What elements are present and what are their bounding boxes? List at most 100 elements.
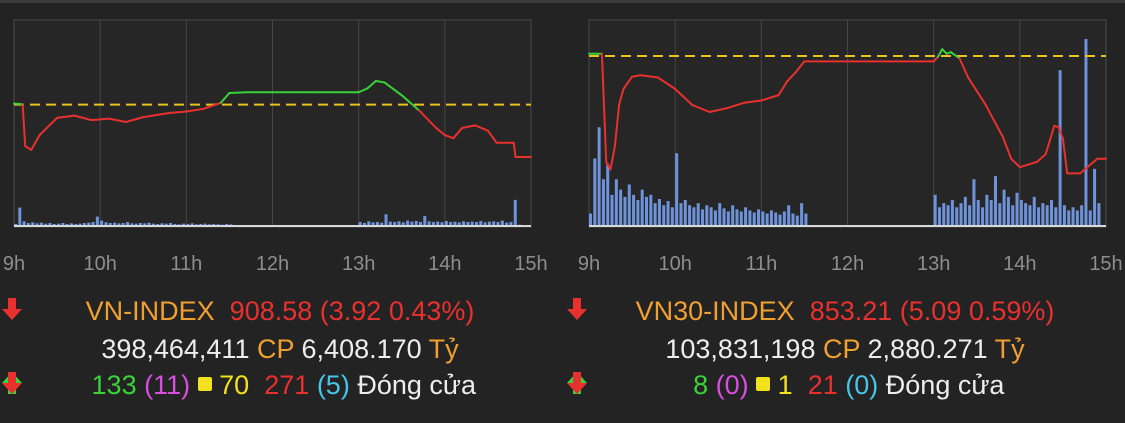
volume-bar bbox=[1062, 205, 1066, 226]
x-tick-label: 10h bbox=[83, 253, 116, 275]
price-line-segment bbox=[1079, 157, 1099, 175]
volume-bar bbox=[199, 223, 203, 226]
volume-bar bbox=[998, 203, 1002, 226]
volume-bar bbox=[423, 215, 427, 226]
price-line-segment bbox=[1010, 157, 1021, 169]
price-line-segment bbox=[38, 116, 59, 136]
volume-bar bbox=[593, 158, 597, 226]
x-tick-label: 14h bbox=[428, 253, 461, 275]
volume-bar bbox=[108, 222, 112, 226]
volume-bar bbox=[955, 207, 959, 226]
volume-bar bbox=[787, 205, 791, 226]
volume-bar bbox=[509, 221, 513, 226]
price-line-segment bbox=[618, 88, 625, 106]
volume-bar bbox=[156, 223, 160, 226]
price-line-segment bbox=[941, 48, 948, 55]
volume-bar bbox=[397, 221, 401, 226]
price-line-segment bbox=[202, 101, 222, 110]
volume-bar bbox=[26, 222, 30, 226]
volume-bar bbox=[946, 205, 950, 226]
price-line-segment bbox=[1061, 137, 1069, 175]
price-line-segment bbox=[366, 79, 377, 90]
volume-bar bbox=[1067, 210, 1071, 226]
volume-bar bbox=[513, 199, 517, 226]
volume-bar bbox=[457, 222, 461, 226]
volume-bar bbox=[358, 221, 362, 226]
volume-bar bbox=[782, 211, 786, 226]
price-line-segment bbox=[443, 134, 455, 140]
unchanged-square-icon bbox=[756, 377, 771, 391]
volume-bar bbox=[410, 221, 414, 226]
x-tick-label: 15h bbox=[1089, 253, 1122, 275]
volume-bar bbox=[401, 222, 405, 226]
volume-bar bbox=[976, 200, 980, 226]
volume-bar bbox=[143, 223, 147, 226]
volume-bar bbox=[225, 223, 229, 226]
volume-bar bbox=[212, 223, 216, 226]
volume-bar bbox=[778, 214, 782, 226]
volume-bar bbox=[1015, 192, 1019, 226]
volume-bar bbox=[190, 223, 194, 226]
trade-value: 2,880.271 bbox=[867, 334, 988, 364]
volume-bar bbox=[968, 205, 972, 226]
x-tick-label: 13h bbox=[342, 253, 375, 275]
x-tick-label: 14h bbox=[1003, 253, 1036, 275]
volume-bar bbox=[701, 209, 705, 226]
price-line-segment bbox=[383, 81, 403, 97]
volume-bar bbox=[1028, 205, 1032, 226]
volume-bar bbox=[1088, 210, 1092, 226]
volume-bar bbox=[104, 222, 108, 226]
volume-bar bbox=[718, 203, 722, 226]
volume-bar bbox=[375, 221, 379, 226]
volume-bar bbox=[645, 196, 649, 226]
volume-unit: CP bbox=[256, 334, 295, 364]
volume-bar bbox=[449, 221, 453, 226]
volume-bar bbox=[731, 205, 735, 226]
volume-bar bbox=[151, 223, 155, 226]
volume-bar bbox=[985, 194, 989, 226]
volume-bar bbox=[44, 223, 48, 226]
volume-bar bbox=[589, 213, 592, 226]
volume-bar bbox=[1024, 203, 1028, 226]
volume-bar bbox=[963, 196, 967, 226]
price-line-segment bbox=[168, 110, 188, 114]
floor-count: (5) bbox=[316, 370, 350, 400]
volume-bar bbox=[601, 179, 605, 226]
volume-bar bbox=[95, 216, 99, 226]
volume-bar bbox=[203, 223, 207, 226]
volume-bar bbox=[466, 221, 470, 226]
price-line-segment bbox=[1018, 160, 1039, 169]
price-line-segment bbox=[794, 60, 806, 74]
vn-index-chart: 9h 10h 11h 12h 13h 14h 15h bbox=[3, 19, 548, 275]
volume-value-line: 398,464,411 CP 6,408.170 Tỷ bbox=[0, 334, 560, 365]
volume-bar bbox=[795, 215, 799, 226]
x-tick-label: 10h bbox=[658, 253, 691, 275]
volume-bar bbox=[688, 205, 692, 226]
advancers-count: 8 bbox=[693, 370, 709, 400]
volume-bar bbox=[70, 223, 74, 226]
price-line-segment bbox=[609, 145, 616, 171]
price-line-segment bbox=[1057, 126, 1064, 140]
volume-bar bbox=[1041, 203, 1045, 226]
x-tick-label: 11h bbox=[170, 253, 202, 275]
price-line-segment bbox=[473, 124, 489, 132]
volume-bar bbox=[774, 212, 778, 226]
volume-bar bbox=[713, 210, 717, 226]
volume-bar bbox=[362, 222, 366, 226]
x-tick-label: 9h bbox=[578, 253, 600, 275]
volume-bar bbox=[623, 196, 627, 226]
volume-bar bbox=[1093, 168, 1097, 226]
volume-bar bbox=[950, 200, 954, 226]
volume-bar bbox=[14, 223, 17, 226]
price-line-segment bbox=[936, 48, 944, 58]
volume-bar bbox=[39, 222, 43, 226]
volume-bar bbox=[492, 221, 496, 226]
ceiling-count: (0) bbox=[715, 370, 749, 400]
price-line-segment bbox=[228, 91, 248, 95]
vn-index-panel: 9h 10h 11h 12h 13h 14h 15h VN-INDEX 908.58 (3.… bbox=[0, 0, 560, 423]
volume-bar bbox=[1002, 189, 1006, 226]
volume-bar bbox=[937, 207, 941, 226]
volume-bar bbox=[696, 203, 700, 226]
price-line-segment bbox=[486, 129, 498, 144]
volume-bar bbox=[657, 198, 661, 226]
